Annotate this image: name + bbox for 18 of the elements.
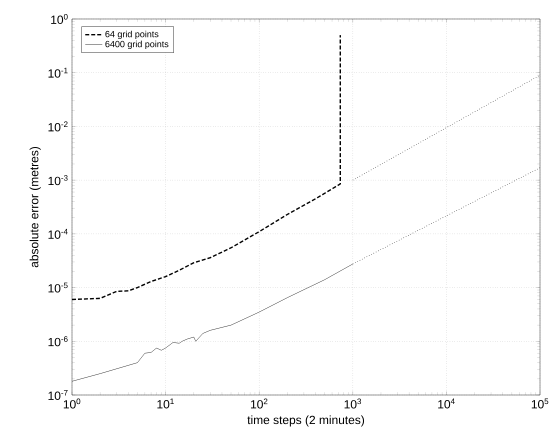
legend-label: 6400 grid points — [105, 40, 168, 50]
y-tick-label: 10$^{-3}$ — [48, 175, 68, 186]
y-tick-label: 10$^{-4}$ — [48, 228, 68, 239]
x-tick-label: 10$^{4}$ — [438, 398, 455, 408]
x-tick-label: 10$^{5}$ — [532, 398, 548, 408]
x-tick-label: 10$^{3}$ — [344, 398, 362, 409]
y-tick-label: 10$^{-6}$ — [48, 336, 68, 346]
x-tick-label: 10$^{0}$ — [64, 398, 80, 409]
x-axis-title: time steps (2 minutes) — [247, 415, 364, 427]
y-tick-label: 10$^{-5}$ — [48, 282, 68, 293]
x-tick-label: 10$^{1}$ — [157, 398, 174, 408]
legend-label: 64 grid points — [105, 30, 158, 40]
y-tick-label: 10$^{-7}$ — [48, 390, 68, 400]
y-tick-label: 10$^{-2}$ — [48, 121, 68, 132]
x-tick-label: 10$^{2}$ — [250, 398, 268, 409]
y-tick-label: 10$^{0}$ — [51, 14, 68, 24]
y-tick-label: 10$^{-1}$ — [48, 68, 68, 78]
y-axis-title: absolute error (metres) — [30, 146, 41, 268]
